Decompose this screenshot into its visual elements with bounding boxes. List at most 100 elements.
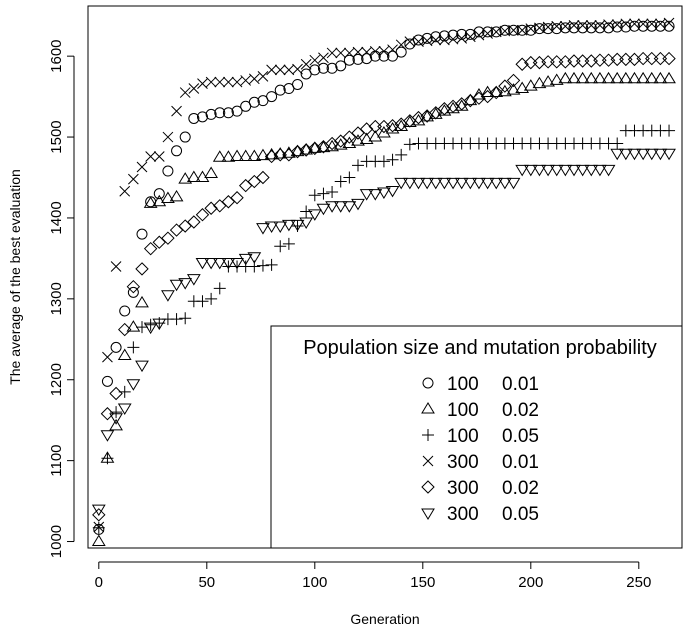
data-point-triangle-down <box>644 148 659 161</box>
data-point-triangle-down <box>264 221 279 234</box>
data-point-cross <box>663 17 675 29</box>
data-point-cross <box>413 36 424 47</box>
data-point-diamond <box>645 51 659 66</box>
data-point-triangle-up <box>247 149 262 161</box>
data-point-triangle-down <box>618 148 633 161</box>
data-point-triangle-up <box>463 93 478 106</box>
data-point-triangle-up <box>653 71 668 84</box>
data-point-cross <box>136 161 148 173</box>
data-point-diamond <box>126 280 141 294</box>
data-point-cross <box>404 36 416 47</box>
data-point-diamond <box>411 110 426 125</box>
data-point-triangle-down <box>91 504 106 517</box>
data-point-cross <box>188 83 200 94</box>
data-point-triangle-down <box>377 187 391 200</box>
data-point-cross <box>145 151 156 162</box>
data-point-circle <box>577 22 589 34</box>
data-point-triangle-up <box>359 132 374 144</box>
data-point-circle <box>266 91 278 103</box>
data-point-triangle-down <box>558 164 573 177</box>
data-point-cross <box>490 26 502 38</box>
data-point-cross <box>352 46 364 58</box>
data-point-diamond <box>584 54 598 68</box>
data-point-triangle-down <box>463 177 478 190</box>
data-point-cross <box>542 21 554 33</box>
data-point-triangle-up <box>230 149 244 161</box>
data-point-cross <box>214 76 226 88</box>
data-point-triangle-down <box>541 164 555 177</box>
data-point-cross <box>447 33 459 45</box>
data-point-triangle-down <box>394 177 409 190</box>
data-point-triangle-up <box>420 109 435 122</box>
y-tick-label: 1200 <box>48 363 65 396</box>
data-point-plus <box>213 282 226 295</box>
data-point-cross <box>292 63 303 75</box>
data-point-triangle-down <box>402 177 417 190</box>
data-point-diamond <box>247 174 262 189</box>
data-point-triangle-up <box>593 71 607 84</box>
data-point-diamond <box>541 55 555 69</box>
data-point-diamond <box>264 149 279 164</box>
data-point-triangle-down <box>497 177 512 190</box>
data-point-cross <box>499 25 511 37</box>
data-point-circle <box>490 26 502 38</box>
data-point-triangle-up <box>610 71 625 84</box>
data-point-diamond <box>515 57 529 71</box>
data-point-triangle-up <box>186 170 201 182</box>
data-point-cross <box>361 46 372 58</box>
data-point-cross <box>344 47 355 59</box>
data-point-circle <box>110 341 122 353</box>
data-point-triangle-down <box>290 219 305 232</box>
data-point-diamond <box>437 102 452 116</box>
data-point-diamond <box>351 126 365 140</box>
data-point-diamond <box>463 93 478 108</box>
data-point-diamond <box>532 55 547 70</box>
data-point-diamond <box>558 55 573 69</box>
data-point-cross <box>318 52 329 64</box>
data-point-cross <box>534 22 545 34</box>
data-point-triangle-up <box>385 121 400 134</box>
data-point-cross <box>283 64 295 76</box>
data-point-diamond <box>325 136 339 151</box>
data-point-cross <box>110 261 122 272</box>
data-point-circle <box>361 53 373 65</box>
data-point-cross <box>378 45 390 57</box>
data-point-circle <box>171 145 183 157</box>
data-point-triangle-down <box>143 322 158 335</box>
x-tick-label: 0 <box>95 574 103 591</box>
data-point-triangle-up <box>91 534 106 547</box>
data-point-triangle-down <box>515 164 530 177</box>
data-point-triangle-up <box>221 150 236 162</box>
data-point-cross <box>430 34 442 46</box>
data-point-circle <box>309 64 321 76</box>
data-point-triangle-down <box>489 177 504 190</box>
data-point-cross <box>240 75 252 86</box>
data-point-triangle-down <box>281 219 296 232</box>
data-point-cross <box>456 33 468 44</box>
data-point-diamond <box>92 508 106 522</box>
data-point-circle <box>196 111 208 123</box>
data-point-plus <box>144 318 157 331</box>
data-point-cross <box>482 28 493 39</box>
data-point-circle <box>508 24 520 36</box>
data-point-circle <box>542 23 554 35</box>
data-point-cross <box>266 64 277 76</box>
data-point-diamond <box>619 52 633 67</box>
legend-probability: 0.02 <box>502 400 539 421</box>
data-point-triangle-down <box>333 201 348 213</box>
data-point-cross <box>223 76 234 88</box>
data-point-cross <box>585 20 597 31</box>
data-point-cross <box>637 18 649 30</box>
data-point-triangle-down <box>135 360 149 373</box>
data-point-diamond <box>446 99 460 114</box>
data-point-cross <box>153 151 165 162</box>
data-point-cross <box>335 47 347 59</box>
legend-symbol-plus <box>422 429 434 441</box>
legend-population: 300 <box>447 504 479 525</box>
data-point-diamond <box>256 170 270 185</box>
data-point-diamond <box>195 208 210 222</box>
data-marks <box>91 17 676 547</box>
data-point-cross <box>603 19 614 30</box>
legend-entries: 100 0.01 100 0.02 100 0.05 300 0.01 300 0.02 300 0.… <box>421 374 539 525</box>
